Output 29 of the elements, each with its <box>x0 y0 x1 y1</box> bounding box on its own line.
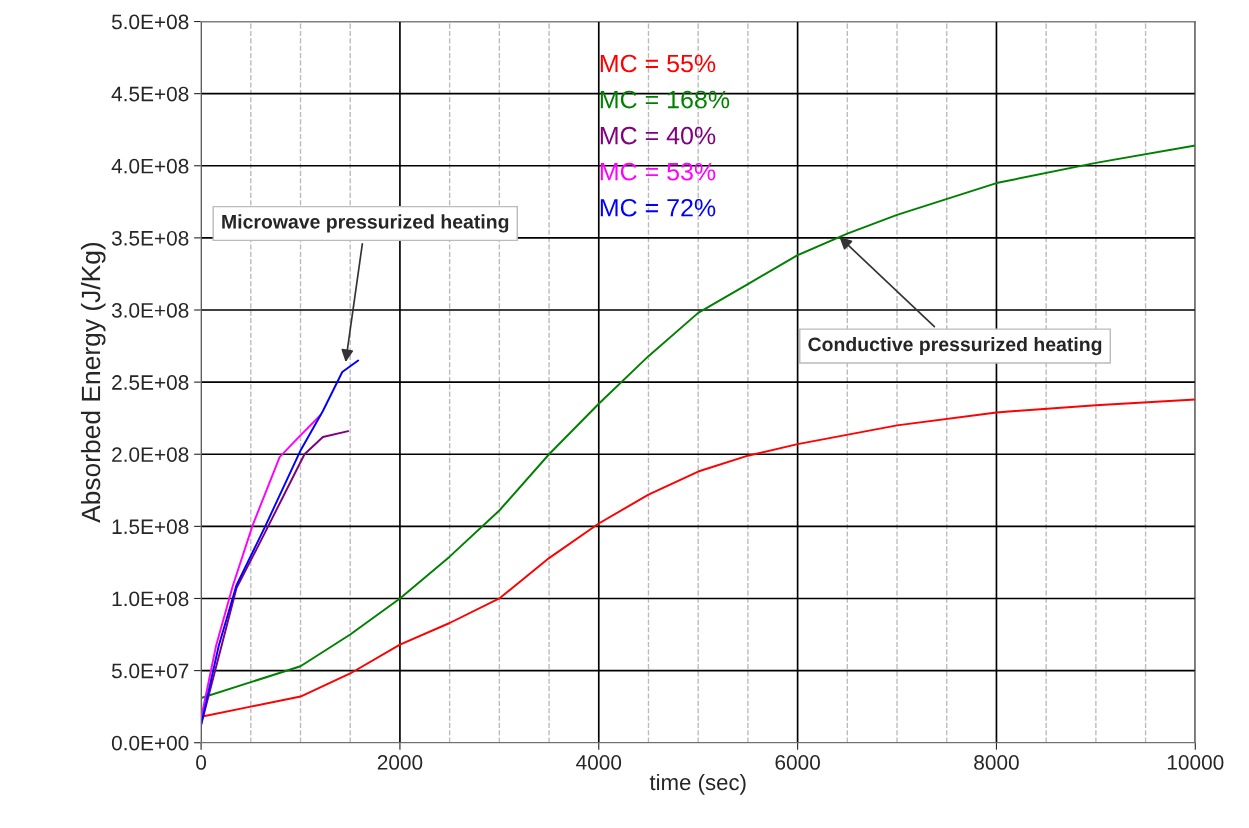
line-series <box>201 398 1196 718</box>
annotation: Conductive pressurized heating <box>808 336 1102 356</box>
x-axis-title: time (sec) <box>649 773 746 795</box>
y-tick-label: 4.0E+08 <box>111 158 189 174</box>
y-tick-label: 4.5E+08 <box>111 86 189 102</box>
y-tick-label: 0.0E+00 <box>111 735 189 751</box>
x-tick-label: 2000 <box>377 755 423 770</box>
text: MC = 40% <box>600 126 716 145</box>
y-axis-title: Absorbed Energy (J/Kg) <box>80 242 106 523</box>
text: MC = 168% <box>600 90 730 109</box>
y-tick-label: 3.5E+08 <box>111 230 189 246</box>
text: MC = 72% <box>600 198 716 217</box>
line-series <box>201 144 1196 699</box>
y-tick-label: 1.5E+08 <box>112 519 189 535</box>
x-tick-label: 8000 <box>974 755 1019 770</box>
line-series <box>201 359 360 726</box>
y-tick-label: 5.0E+08 <box>111 14 189 30</box>
y-tick-label: 3.0E+08 <box>111 303 189 318</box>
x-tick-label: 0 <box>196 755 207 770</box>
x-tick-label: 10000 <box>1167 755 1224 770</box>
annotation: Microwave pressurized heating <box>222 214 509 233</box>
x-tick-label: 6000 <box>775 755 820 770</box>
text: MC = 53% <box>600 162 716 181</box>
y-tick-label: 2.0E+08 <box>112 447 189 462</box>
y-tick-label: 1.0E+08 <box>112 591 189 607</box>
y-tick-label: 2.5E+08 <box>112 375 189 390</box>
x-tick-label: 4000 <box>576 755 622 770</box>
y-tick-label: 5.0E+07 <box>111 663 189 679</box>
text: MC = 55% <box>600 54 716 73</box>
